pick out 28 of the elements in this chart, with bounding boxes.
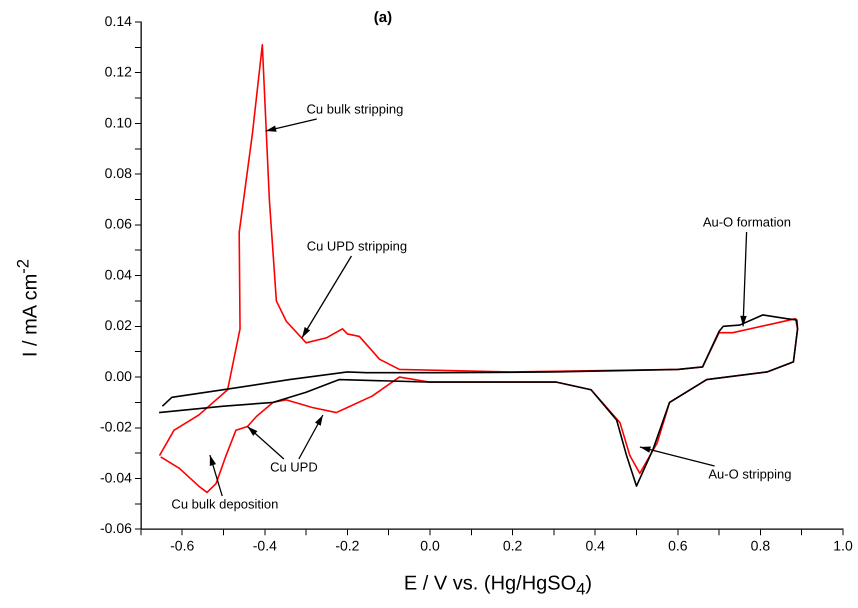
x-axis-title: E / V vs. (Hg/HgSO$_{4}$) [404,572,592,600]
x-tick-label: 0.6 [668,537,688,554]
y-tick-label: 0.06 [104,216,132,232]
annotation: (a) [374,9,392,26]
x-tick-label: 1.0 [833,537,853,554]
y-tick-label: 0.14 [104,12,132,29]
annotation: Cu bulk deposition [171,496,278,512]
y-tick-label: -0.06 [100,520,132,536]
x-tick-label: 0.2 [502,537,523,554]
annotation: Au-O stripping [708,466,792,482]
annotation: Cu UPD stripping [306,238,408,254]
y-tick-label: 0.04 [104,266,132,282]
x-tick-label: -0.2 [335,537,360,554]
y-tick-label: -0.02 [100,418,132,435]
x-tick-label: 0.0 [420,537,440,554]
x-tick-label: -0.4 [252,537,278,554]
y-tick-label: 0.00 [104,368,132,384]
y-tick-label: 0.08 [104,165,132,182]
y-tick-label: 0.10 [104,114,132,130]
annotation: Cu bulk stripping [306,102,404,117]
y-tick-label: 0.02 [104,317,132,334]
y-tick-label: -0.04 [100,469,132,486]
x-tick-label: 0.8 [750,537,770,554]
x-tick-label: 0.4 [585,537,606,554]
annotation: Cu UPD [270,460,318,475]
x-tick-label: -0.6 [170,537,194,554]
y-tick-label: 0.12 [104,64,132,80]
annotation: Au-O formation [702,214,791,230]
